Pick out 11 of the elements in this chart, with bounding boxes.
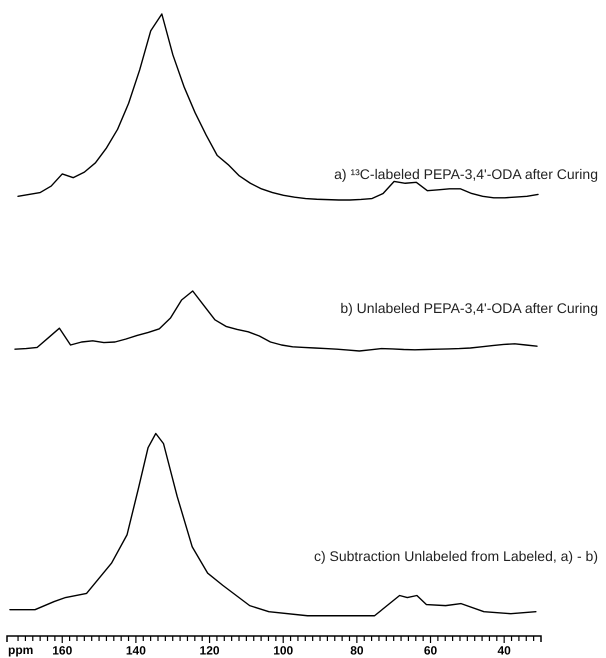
text: b) Unlabeled PEPA-3,4'-ODA after Curing — [340, 300, 598, 316]
x-tick-label: 80 — [350, 644, 364, 658]
x-tick-label: 160 — [52, 644, 73, 658]
x-tick-label: 40 — [497, 644, 512, 658]
x-tick-label: 140 — [126, 644, 146, 658]
x-tick-label: 60 — [424, 644, 438, 658]
x-tick-label: 120 — [200, 644, 220, 658]
text: c) Subtraction Unlabeled from Labeled, a) - b) — [314, 548, 598, 564]
x-axis-title: ppm — [8, 643, 34, 657]
series-label: a) ¹³C-labeled PEPA-3,4'-ODA after Curing — [334, 166, 598, 182]
x-tick-label: 100 — [273, 644, 294, 658]
